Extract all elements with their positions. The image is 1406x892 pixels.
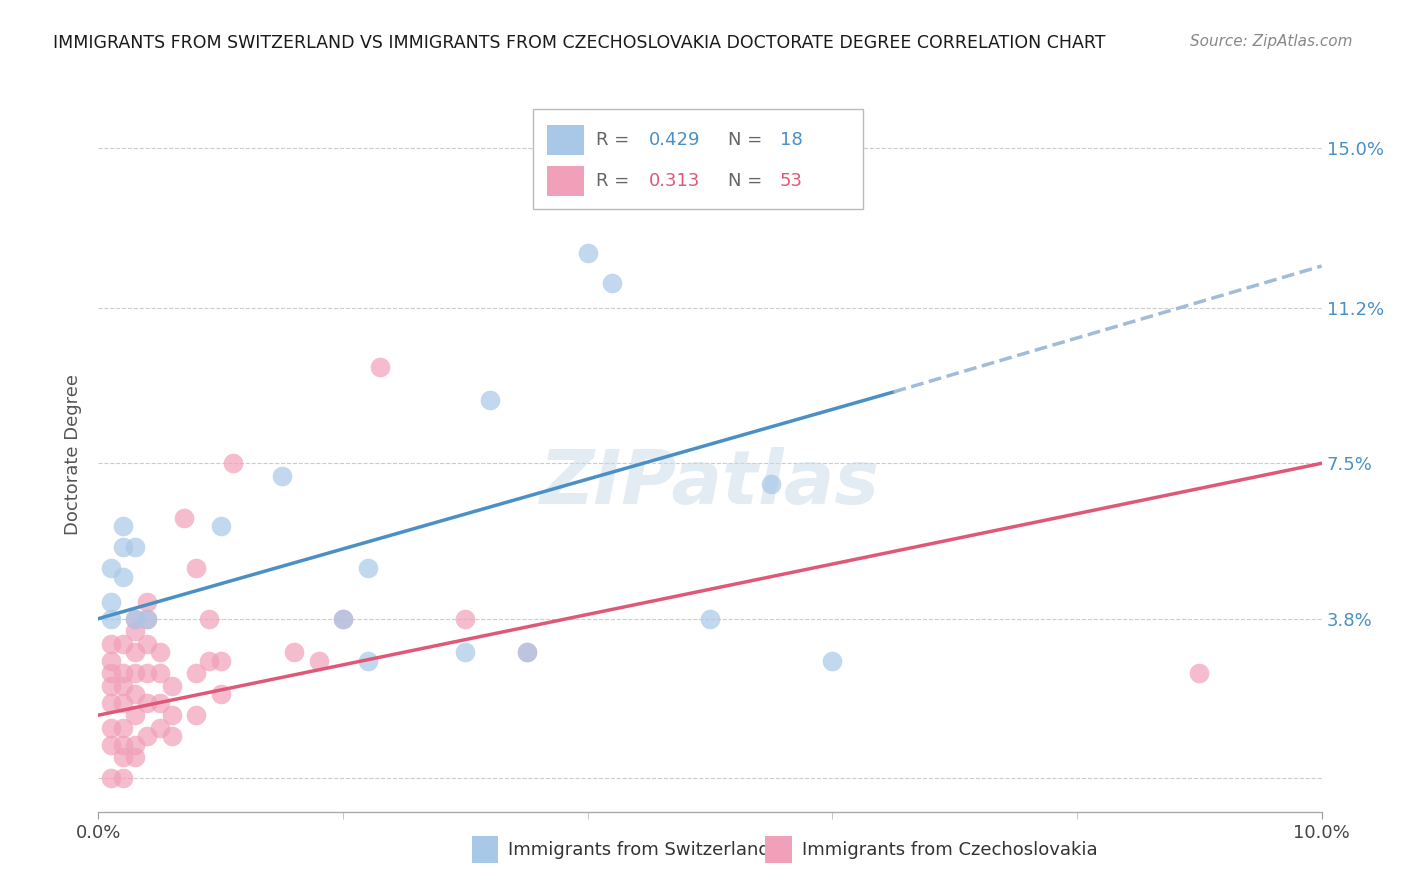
Point (576, 246, 599, 260)
Text: Immigrants from Czechoslovakia: Immigrants from Czechoslovakia (801, 840, 1098, 858)
Point (124, 612, 146, 626)
Point (356, 561, 378, 575)
Point (111, 637, 134, 651)
Point (100, 654, 122, 668)
Point (100, 612, 122, 626)
Point (136, 595, 159, 609)
Text: ZIPatlas: ZIPatlas (540, 447, 880, 520)
Point (149, 696, 172, 710)
Point (149, 645, 172, 659)
Point (100, 771, 122, 785)
Text: R =: R = (596, 131, 630, 149)
Point (136, 666, 159, 681)
Point (197, 612, 219, 626)
Point (1188, 666, 1211, 681)
Point (111, 721, 134, 735)
Point (100, 561, 122, 575)
Point (160, 729, 183, 743)
Point (160, 708, 183, 723)
Text: Immigrants from Switzerland: Immigrants from Switzerland (508, 840, 770, 858)
Point (209, 519, 232, 533)
Point (173, 511, 195, 525)
Point (149, 666, 172, 681)
Point (100, 595, 122, 609)
FancyBboxPatch shape (533, 109, 863, 209)
Point (124, 645, 146, 659)
Point (100, 738, 122, 752)
Y-axis label: Doctorate Degree: Doctorate Degree (65, 375, 83, 535)
Point (124, 738, 146, 752)
Point (222, 456, 245, 470)
Point (699, 612, 721, 626)
Point (516, 645, 538, 659)
Point (197, 654, 219, 668)
Point (124, 750, 146, 764)
Point (136, 729, 159, 743)
Point (478, 393, 501, 408)
Point (332, 612, 354, 626)
Point (308, 654, 330, 668)
Point (100, 679, 122, 693)
Point (149, 721, 172, 735)
Point (332, 612, 354, 626)
Text: Source: ZipAtlas.com: Source: ZipAtlas.com (1189, 34, 1353, 49)
Point (111, 666, 134, 681)
Point (111, 679, 134, 693)
Point (600, 276, 623, 290)
Point (100, 637, 122, 651)
Point (136, 637, 159, 651)
Text: 18: 18 (780, 131, 803, 149)
Point (124, 612, 146, 626)
Point (160, 679, 183, 693)
Bar (547, 125, 583, 155)
Point (111, 696, 134, 710)
Point (356, 654, 378, 668)
Bar (765, 836, 792, 863)
Text: 53: 53 (780, 172, 803, 190)
Point (186, 666, 208, 681)
Text: 0.429: 0.429 (648, 131, 700, 149)
Point (186, 561, 208, 575)
Point (136, 612, 159, 626)
Point (124, 666, 146, 681)
Point (136, 696, 159, 710)
Point (270, 469, 292, 483)
Point (454, 612, 477, 626)
Text: R =: R = (596, 172, 630, 190)
Text: N =: N = (728, 172, 762, 190)
Point (516, 645, 538, 659)
Point (209, 687, 232, 701)
Point (136, 612, 159, 626)
Point (124, 541, 146, 555)
Bar (547, 166, 583, 196)
Text: N =: N = (728, 131, 762, 149)
Point (124, 624, 146, 639)
Point (111, 771, 134, 785)
Bar (471, 836, 498, 863)
Point (100, 721, 122, 735)
Point (283, 645, 305, 659)
Point (821, 654, 844, 668)
Point (209, 654, 232, 668)
Text: 0.313: 0.313 (648, 172, 700, 190)
Point (124, 708, 146, 723)
Point (100, 666, 122, 681)
Point (759, 477, 782, 491)
Point (186, 708, 208, 723)
Point (111, 738, 134, 752)
Point (111, 519, 134, 533)
Point (111, 569, 134, 583)
Point (368, 359, 391, 374)
Point (111, 750, 134, 764)
Point (454, 645, 477, 659)
Point (100, 696, 122, 710)
Point (111, 541, 134, 555)
Point (124, 687, 146, 701)
Text: IMMIGRANTS FROM SWITZERLAND VS IMMIGRANTS FROM CZECHOSLOVAKIA DOCTORATE DEGREE C: IMMIGRANTS FROM SWITZERLAND VS IMMIGRANT… (53, 34, 1107, 52)
